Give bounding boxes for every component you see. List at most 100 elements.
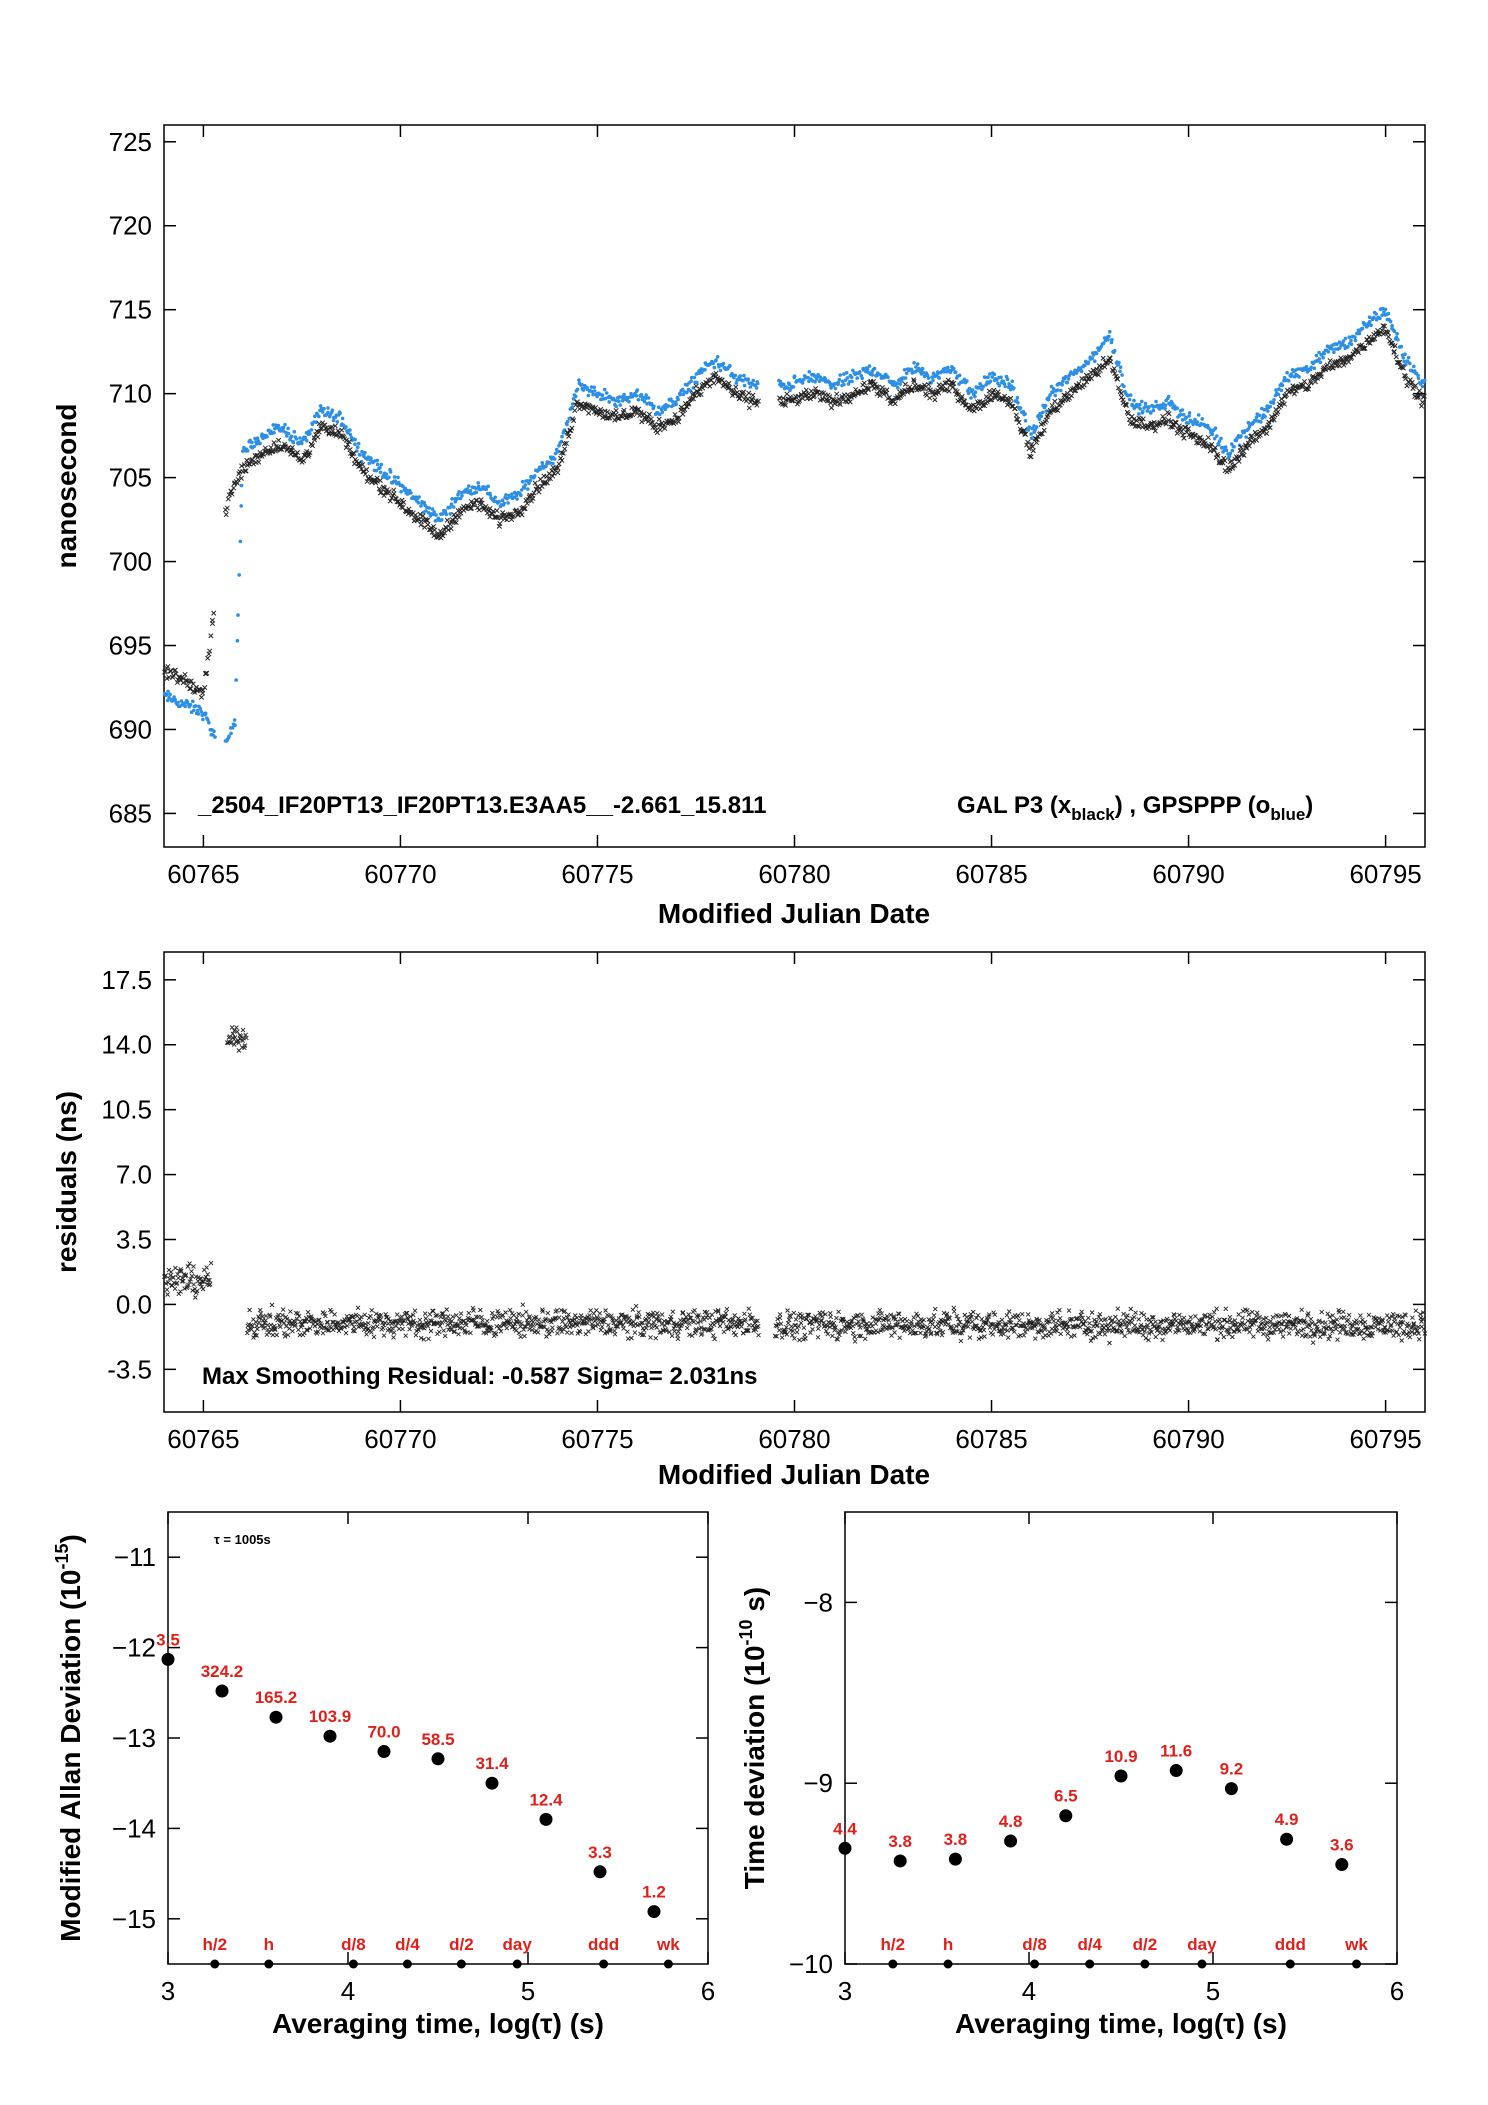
residual-point xyxy=(926,1317,932,1322)
data-point xyxy=(796,397,802,403)
y-tick-label: 3.5 xyxy=(116,1225,152,1255)
residual-point xyxy=(931,1313,937,1318)
residual-point xyxy=(186,1282,191,1288)
residual-point xyxy=(408,1314,413,1319)
residual-point xyxy=(441,1314,447,1320)
data-point xyxy=(1321,355,1325,360)
data-point xyxy=(1380,323,1386,329)
data-point xyxy=(1240,448,1246,454)
data-point xyxy=(378,470,383,475)
residual-point xyxy=(680,1310,686,1315)
residual-point xyxy=(282,1334,288,1339)
data-point xyxy=(560,450,566,456)
residual-point xyxy=(624,1314,629,1320)
residual-point xyxy=(478,1321,483,1327)
residual-point xyxy=(503,1310,508,1315)
data-point xyxy=(713,370,719,376)
data-point xyxy=(1008,395,1014,401)
data-point xyxy=(1391,348,1397,355)
data-point xyxy=(1343,336,1348,341)
data-point xyxy=(691,390,697,396)
data-point xyxy=(232,718,237,722)
residual-point xyxy=(676,1329,681,1335)
residual-point xyxy=(602,1316,607,1322)
residual-point xyxy=(852,1334,857,1340)
data-point xyxy=(782,402,789,408)
data-point xyxy=(448,526,454,532)
data-point xyxy=(456,514,462,520)
residual-point xyxy=(272,1327,278,1333)
data-point xyxy=(977,406,983,412)
data-point xyxy=(344,425,348,429)
residual-point xyxy=(242,1043,248,1048)
data-point xyxy=(372,478,378,484)
residual-point xyxy=(1218,1330,1224,1336)
residual-point xyxy=(755,1323,761,1329)
data-point xyxy=(589,385,594,389)
x-tick-label: 60765 xyxy=(167,859,239,889)
data-point xyxy=(519,493,523,498)
residual-point xyxy=(1027,1320,1033,1326)
data-point xyxy=(1393,354,1399,360)
data-point xyxy=(937,376,941,380)
data-point xyxy=(632,405,638,411)
interval-label: d/8 xyxy=(1022,1935,1047,1954)
residual-point xyxy=(823,1328,829,1334)
residual-point xyxy=(522,1333,527,1339)
data-point xyxy=(592,385,596,390)
data-point xyxy=(455,496,460,501)
data-point xyxy=(1381,306,1385,311)
data-point xyxy=(678,392,682,397)
data-point xyxy=(718,368,723,373)
data-point xyxy=(1028,454,1034,460)
residual-point xyxy=(410,1312,416,1318)
residual-point xyxy=(1007,1317,1013,1322)
data-point xyxy=(304,448,310,454)
data-point xyxy=(272,431,276,435)
data-point xyxy=(483,503,489,510)
residual-point xyxy=(739,1324,744,1329)
data-point xyxy=(1049,402,1055,409)
y-axis-label-sup: -10 xyxy=(736,1619,756,1645)
data-point xyxy=(229,491,235,497)
residual-point xyxy=(707,1327,713,1333)
residual-point xyxy=(1032,1336,1038,1341)
data-point xyxy=(791,385,796,389)
residual-point xyxy=(1054,1328,1060,1334)
residual-point xyxy=(1328,1326,1334,1331)
residual-point xyxy=(896,1311,902,1317)
residual-point xyxy=(1214,1306,1219,1312)
residual-point xyxy=(798,1320,804,1326)
data-point xyxy=(981,403,988,409)
data-point xyxy=(1408,361,1412,366)
residual-point xyxy=(1053,1324,1059,1330)
data-point xyxy=(748,385,753,389)
residual-point xyxy=(937,1328,943,1334)
residual-point xyxy=(644,1322,650,1328)
residual-point xyxy=(198,1276,204,1281)
data-point xyxy=(305,453,311,459)
data-point xyxy=(1217,439,1222,444)
data-point xyxy=(173,697,177,702)
data-point xyxy=(1179,428,1185,434)
residual-point xyxy=(1293,1325,1298,1331)
y-axis-label: Time deviation (10-10 s) xyxy=(736,1587,770,1890)
residual-point xyxy=(1308,1316,1314,1322)
residual-point xyxy=(450,1314,456,1320)
data-point xyxy=(1196,413,1201,417)
data-point xyxy=(816,372,820,377)
data-point xyxy=(420,513,426,519)
data-point xyxy=(703,368,707,372)
residual-point xyxy=(1249,1309,1255,1315)
residual-point xyxy=(1265,1320,1270,1325)
residual-point xyxy=(1030,1325,1035,1331)
point-label: 11.6 xyxy=(1160,1742,1192,1761)
data-point xyxy=(1061,379,1065,384)
data-point xyxy=(612,417,618,423)
residual-point xyxy=(1261,1331,1266,1337)
residual-point xyxy=(405,1315,410,1321)
residual-point xyxy=(1258,1326,1263,1332)
residual-point xyxy=(280,1312,285,1318)
residual-point xyxy=(180,1278,186,1284)
residual-point xyxy=(540,1309,546,1314)
